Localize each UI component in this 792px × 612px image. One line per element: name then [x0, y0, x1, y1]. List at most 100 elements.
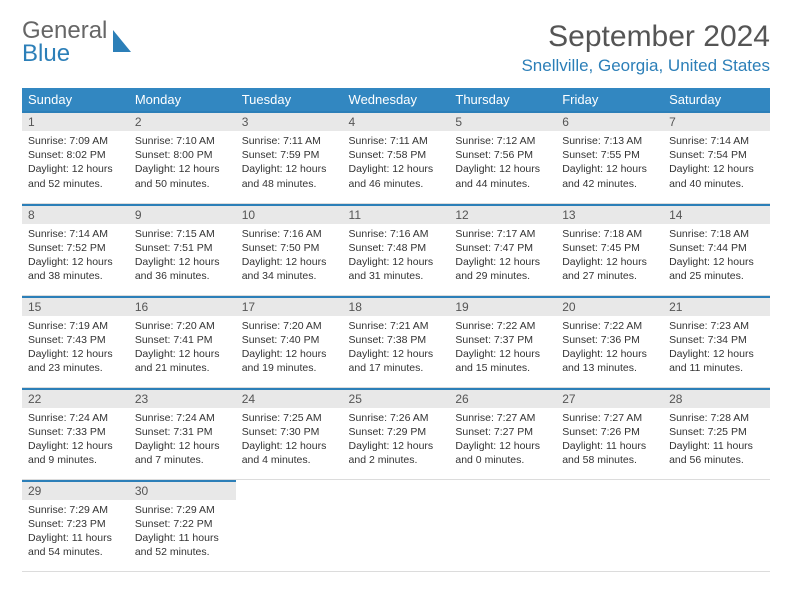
- day-number: 16: [129, 296, 236, 316]
- day-number: 6: [556, 111, 663, 131]
- day-number: 8: [22, 204, 129, 224]
- calendar-cell: 1Sunrise: 7:09 AMSunset: 8:02 PMDaylight…: [22, 111, 129, 203]
- day-data: Sunrise: 7:27 AMSunset: 7:27 PMDaylight:…: [449, 408, 556, 472]
- day-data: Sunrise: 7:19 AMSunset: 7:43 PMDaylight:…: [22, 316, 129, 380]
- day-number: 20: [556, 296, 663, 316]
- calendar-cell: [663, 479, 770, 571]
- day-data: Sunrise: 7:12 AMSunset: 7:56 PMDaylight:…: [449, 131, 556, 195]
- day-data: Sunrise: 7:29 AMSunset: 7:23 PMDaylight:…: [22, 500, 129, 564]
- day-header: Sunday: [22, 88, 129, 111]
- day-number: 5: [449, 111, 556, 131]
- day-number: 7: [663, 111, 770, 131]
- calendar-cell: 25Sunrise: 7:26 AMSunset: 7:29 PMDayligh…: [343, 387, 450, 479]
- calendar-table: Sunday Monday Tuesday Wednesday Thursday…: [22, 88, 770, 572]
- calendar-row: 29Sunrise: 7:29 AMSunset: 7:23 PMDayligh…: [22, 479, 770, 571]
- calendar-cell: 17Sunrise: 7:20 AMSunset: 7:40 PMDayligh…: [236, 295, 343, 387]
- calendar-cell: 29Sunrise: 7:29 AMSunset: 7:23 PMDayligh…: [22, 479, 129, 571]
- day-data: Sunrise: 7:16 AMSunset: 7:48 PMDaylight:…: [343, 224, 450, 288]
- day-number: 2: [129, 111, 236, 131]
- day-data: Sunrise: 7:20 AMSunset: 7:40 PMDaylight:…: [236, 316, 343, 380]
- day-data: Sunrise: 7:14 AMSunset: 7:54 PMDaylight:…: [663, 131, 770, 195]
- calendar-row: 15Sunrise: 7:19 AMSunset: 7:43 PMDayligh…: [22, 295, 770, 387]
- calendar-cell: 23Sunrise: 7:24 AMSunset: 7:31 PMDayligh…: [129, 387, 236, 479]
- calendar-cell: [449, 479, 556, 571]
- day-number: 25: [343, 388, 450, 408]
- calendar-cell: 16Sunrise: 7:20 AMSunset: 7:41 PMDayligh…: [129, 295, 236, 387]
- calendar-cell: 26Sunrise: 7:27 AMSunset: 7:27 PMDayligh…: [449, 387, 556, 479]
- calendar-cell: 30Sunrise: 7:29 AMSunset: 7:22 PMDayligh…: [129, 479, 236, 571]
- day-number: 23: [129, 388, 236, 408]
- calendar-cell: [343, 479, 450, 571]
- day-header: Monday: [129, 88, 236, 111]
- day-data: Sunrise: 7:13 AMSunset: 7:55 PMDaylight:…: [556, 131, 663, 195]
- day-number: 1: [22, 111, 129, 131]
- calendar-cell: 20Sunrise: 7:22 AMSunset: 7:36 PMDayligh…: [556, 295, 663, 387]
- day-header: Thursday: [449, 88, 556, 111]
- day-number: 17: [236, 296, 343, 316]
- day-number: 13: [556, 204, 663, 224]
- calendar-cell: 11Sunrise: 7:16 AMSunset: 7:48 PMDayligh…: [343, 203, 450, 295]
- day-data: Sunrise: 7:18 AMSunset: 7:45 PMDaylight:…: [556, 224, 663, 288]
- calendar-cell: 15Sunrise: 7:19 AMSunset: 7:43 PMDayligh…: [22, 295, 129, 387]
- day-number: 15: [22, 296, 129, 316]
- calendar-cell: 8Sunrise: 7:14 AMSunset: 7:52 PMDaylight…: [22, 203, 129, 295]
- day-data: Sunrise: 7:22 AMSunset: 7:36 PMDaylight:…: [556, 316, 663, 380]
- calendar-cell: 6Sunrise: 7:13 AMSunset: 7:55 PMDaylight…: [556, 111, 663, 203]
- day-number: 29: [22, 480, 129, 500]
- day-data: Sunrise: 7:24 AMSunset: 7:31 PMDaylight:…: [129, 408, 236, 472]
- day-number: 10: [236, 204, 343, 224]
- calendar-row: 22Sunrise: 7:24 AMSunset: 7:33 PMDayligh…: [22, 387, 770, 479]
- calendar-cell: [556, 479, 663, 571]
- calendar-cell: 9Sunrise: 7:15 AMSunset: 7:51 PMDaylight…: [129, 203, 236, 295]
- day-data: Sunrise: 7:10 AMSunset: 8:00 PMDaylight:…: [129, 131, 236, 195]
- day-number: 22: [22, 388, 129, 408]
- day-data: Sunrise: 7:27 AMSunset: 7:26 PMDaylight:…: [556, 408, 663, 472]
- day-number: 11: [343, 204, 450, 224]
- day-data: Sunrise: 7:17 AMSunset: 7:47 PMDaylight:…: [449, 224, 556, 288]
- calendar-cell: 19Sunrise: 7:22 AMSunset: 7:37 PMDayligh…: [449, 295, 556, 387]
- day-data: Sunrise: 7:15 AMSunset: 7:51 PMDaylight:…: [129, 224, 236, 288]
- day-data: Sunrise: 7:11 AMSunset: 7:59 PMDaylight:…: [236, 131, 343, 195]
- calendar-cell: [236, 479, 343, 571]
- calendar-cell: 22Sunrise: 7:24 AMSunset: 7:33 PMDayligh…: [22, 387, 129, 479]
- calendar-cell: 12Sunrise: 7:17 AMSunset: 7:47 PMDayligh…: [449, 203, 556, 295]
- calendar-cell: 24Sunrise: 7:25 AMSunset: 7:30 PMDayligh…: [236, 387, 343, 479]
- logo-line2: Blue: [22, 43, 107, 66]
- calendar-cell: 13Sunrise: 7:18 AMSunset: 7:45 PMDayligh…: [556, 203, 663, 295]
- day-number: 4: [343, 111, 450, 131]
- day-number: 27: [556, 388, 663, 408]
- day-header: Friday: [556, 88, 663, 111]
- day-number: 21: [663, 296, 770, 316]
- day-number: 3: [236, 111, 343, 131]
- sail-icon: [111, 28, 133, 59]
- logo: General Blue: [22, 20, 133, 66]
- calendar-cell: 18Sunrise: 7:21 AMSunset: 7:38 PMDayligh…: [343, 295, 450, 387]
- day-data: Sunrise: 7:26 AMSunset: 7:29 PMDaylight:…: [343, 408, 450, 472]
- day-data: Sunrise: 7:18 AMSunset: 7:44 PMDaylight:…: [663, 224, 770, 288]
- day-number: 30: [129, 480, 236, 500]
- day-data: Sunrise: 7:22 AMSunset: 7:37 PMDaylight:…: [449, 316, 556, 380]
- day-number: 26: [449, 388, 556, 408]
- calendar-cell: 14Sunrise: 7:18 AMSunset: 7:44 PMDayligh…: [663, 203, 770, 295]
- day-number: 18: [343, 296, 450, 316]
- day-header: Tuesday: [236, 88, 343, 111]
- calendar-cell: 7Sunrise: 7:14 AMSunset: 7:54 PMDaylight…: [663, 111, 770, 203]
- day-number: 19: [449, 296, 556, 316]
- day-number: 9: [129, 204, 236, 224]
- calendar-cell: 2Sunrise: 7:10 AMSunset: 8:00 PMDaylight…: [129, 111, 236, 203]
- calendar-cell: 21Sunrise: 7:23 AMSunset: 7:34 PMDayligh…: [663, 295, 770, 387]
- location: Snellville, Georgia, United States: [521, 56, 770, 76]
- day-data: Sunrise: 7:24 AMSunset: 7:33 PMDaylight:…: [22, 408, 129, 472]
- calendar-cell: 27Sunrise: 7:27 AMSunset: 7:26 PMDayligh…: [556, 387, 663, 479]
- calendar-row: 8Sunrise: 7:14 AMSunset: 7:52 PMDaylight…: [22, 203, 770, 295]
- calendar-cell: 5Sunrise: 7:12 AMSunset: 7:56 PMDaylight…: [449, 111, 556, 203]
- calendar-cell: 3Sunrise: 7:11 AMSunset: 7:59 PMDaylight…: [236, 111, 343, 203]
- day-data: Sunrise: 7:28 AMSunset: 7:25 PMDaylight:…: [663, 408, 770, 472]
- calendar-row: 1Sunrise: 7:09 AMSunset: 8:02 PMDaylight…: [22, 111, 770, 203]
- day-number: 12: [449, 204, 556, 224]
- calendar-cell: 28Sunrise: 7:28 AMSunset: 7:25 PMDayligh…: [663, 387, 770, 479]
- day-data: Sunrise: 7:23 AMSunset: 7:34 PMDaylight:…: [663, 316, 770, 380]
- day-data: Sunrise: 7:11 AMSunset: 7:58 PMDaylight:…: [343, 131, 450, 195]
- day-number: 24: [236, 388, 343, 408]
- day-data: Sunrise: 7:16 AMSunset: 7:50 PMDaylight:…: [236, 224, 343, 288]
